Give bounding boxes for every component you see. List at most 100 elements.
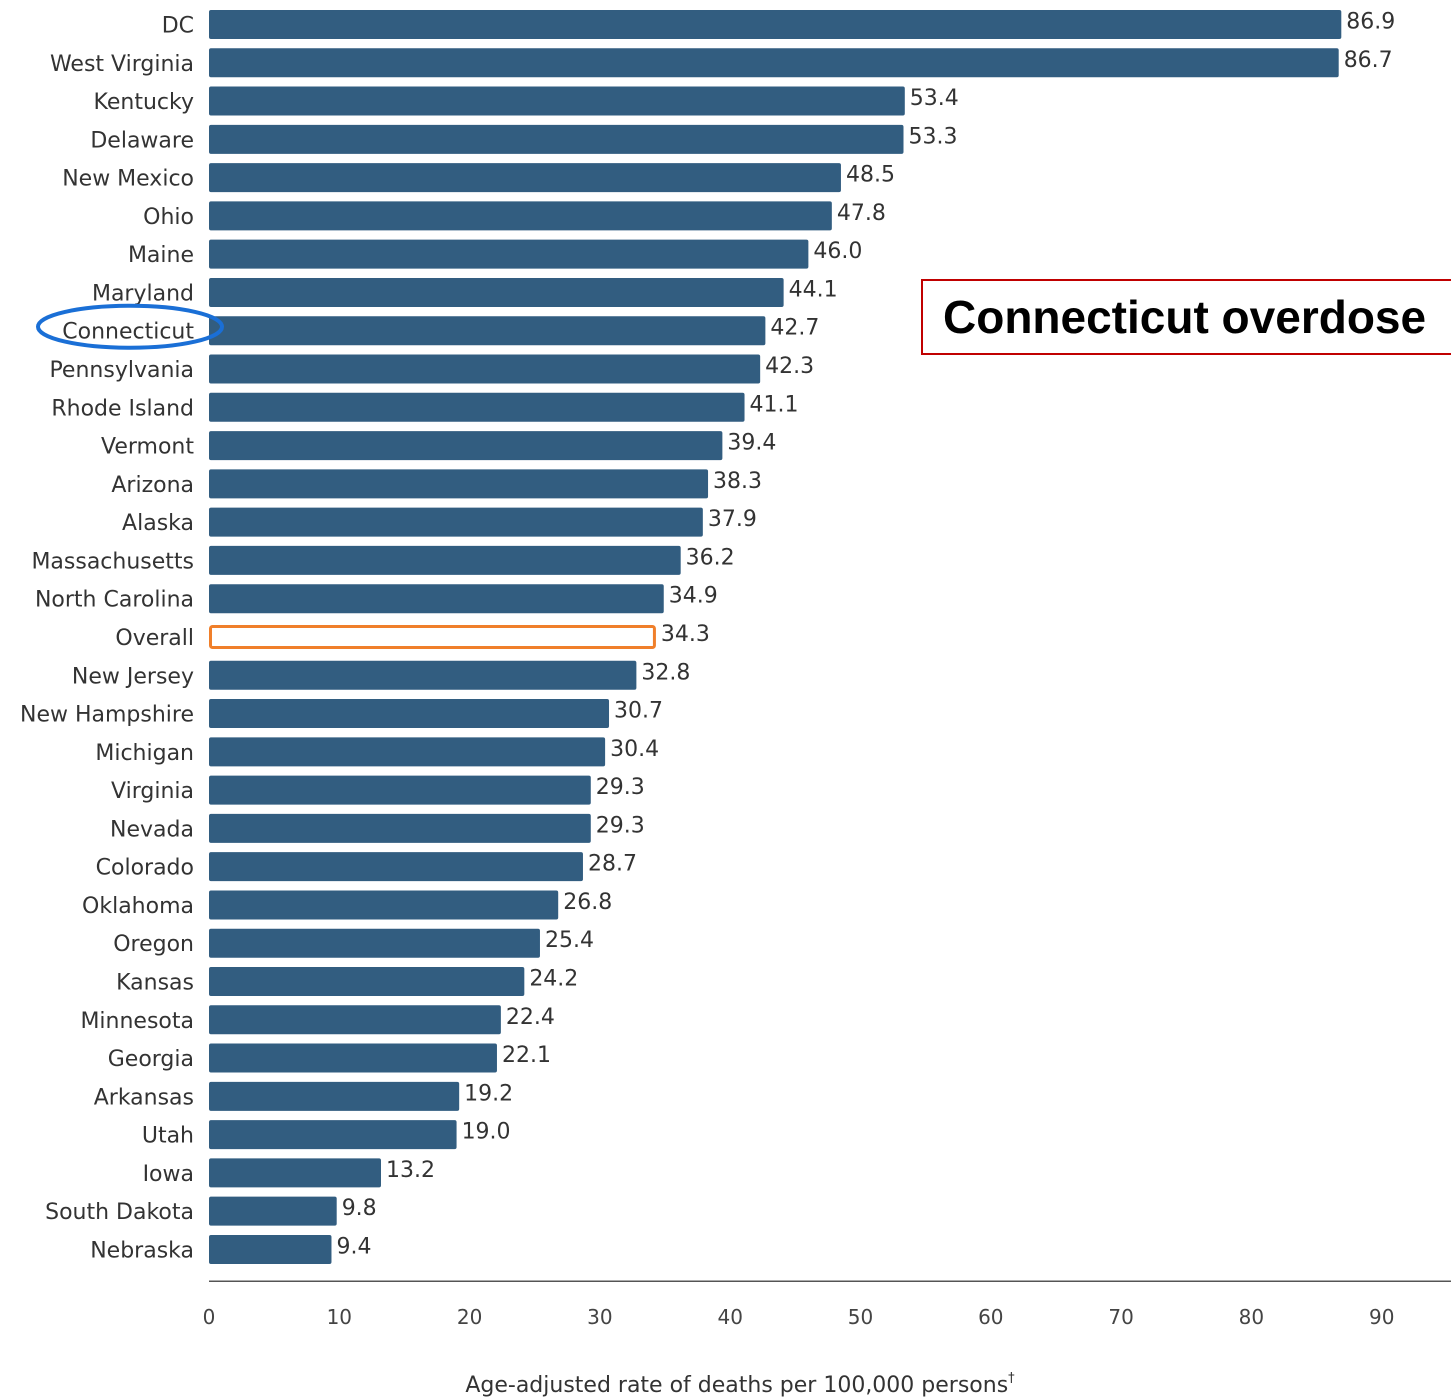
value-label: 86.7 (1344, 48, 1393, 73)
bar-delaware (209, 124, 904, 154)
value-label: 9.8 (342, 1196, 377, 1221)
category-label: West Virginia (50, 52, 194, 77)
value-labels: 86.9 86.7 53.4 53.3 48.5 47.8 46.0 44.1 42.7 42.3… (336, 10, 1395, 1260)
category-label: Utah (142, 1124, 194, 1149)
value-label: 22.4 (506, 1005, 555, 1030)
category-label: Maine (128, 243, 194, 268)
bar-minnesota (209, 1005, 501, 1035)
bar-iowa (209, 1158, 381, 1188)
category-label: New Hampshire (20, 703, 194, 728)
category-label: Colorado (96, 856, 194, 881)
value-label: 44.1 (789, 277, 838, 302)
category-label: Kansas (116, 971, 194, 996)
bar-utah (209, 1120, 457, 1150)
bar-pennsylvania (209, 354, 761, 384)
category-label: Virginia (111, 779, 194, 804)
bar-alaska (209, 507, 703, 537)
value-label: 30.7 (614, 699, 663, 724)
x-axis-title: Age-adjusted rate of deaths per 100,000 … (465, 1371, 1015, 1398)
value-label: 22.1 (502, 1043, 551, 1068)
value-label: 29.3 (596, 813, 645, 838)
value-label: 25.4 (545, 928, 594, 953)
bar-nevada (209, 813, 591, 843)
value-label: 38.3 (713, 469, 762, 494)
x-tick-label: 0 (203, 1305, 216, 1329)
category-label: DC (162, 14, 194, 39)
value-label: 34.9 (669, 584, 718, 609)
annotation-text: Connecticut overdose (943, 291, 1427, 343)
bar-new-hampshire (209, 699, 610, 729)
value-label: 41.1 (750, 392, 799, 417)
x-tick-label: 90 (1369, 1305, 1394, 1329)
bar-georgia (209, 1043, 497, 1073)
category-label: Minnesota (80, 1009, 194, 1034)
category-label: Nevada (110, 817, 194, 842)
category-label: North Carolina (35, 588, 194, 613)
x-tick-label: 60 (978, 1305, 1003, 1329)
category-label: Delaware (90, 128, 194, 153)
category-label: Georgia (108, 1047, 194, 1072)
x-tick-label: 50 (848, 1305, 873, 1329)
bar-kansas (209, 967, 525, 996)
bar-massachusetts (209, 545, 681, 575)
bar-colorado (209, 852, 583, 882)
value-label: 86.9 (1346, 10, 1395, 35)
bar-vermont (209, 431, 723, 461)
bar-oregon (209, 928, 540, 958)
value-label: 19.2 (464, 1081, 513, 1106)
bar-nebraska (209, 1234, 332, 1264)
category-label: Kentucky (94, 90, 194, 115)
category-label: Maryland (92, 281, 194, 306)
value-label: 47.8 (837, 201, 886, 226)
category-labels: DC West Virginia Kentucky Delaware New Mexic… (20, 14, 194, 1264)
bar-maryland (209, 277, 784, 307)
highlight-circle (36, 303, 224, 350)
category-label: Rhode Island (51, 396, 194, 421)
category-label: Oregon (113, 932, 194, 957)
value-label: 34.3 (661, 622, 710, 647)
bar-ohio (209, 201, 832, 231)
bar-arizona (209, 469, 709, 499)
bar-oklahoma (209, 890, 559, 920)
bar-kentucky (209, 86, 905, 116)
value-label: 28.7 (588, 852, 637, 877)
x-tick-label: 20 (457, 1305, 482, 1329)
category-label: Pennsylvania (49, 358, 194, 383)
bar-north-carolina (209, 584, 664, 614)
value-label: 42.7 (770, 316, 819, 341)
bar-south-dakota (209, 1196, 337, 1226)
value-label: 36.2 (686, 545, 735, 570)
bar-new-mexico (209, 163, 841, 193)
bar-connecticut (209, 316, 766, 346)
value-label: 30.4 (610, 737, 659, 762)
category-label: South Dakota (45, 1200, 194, 1225)
value-label: 29.3 (596, 775, 645, 800)
x-axis-ticks: 0 10 20 30 40 50 60 70 80 90 (203, 1305, 1395, 1329)
bars-group (209, 10, 1342, 1264)
value-label: 53.3 (908, 124, 957, 149)
value-label: 37.9 (708, 507, 757, 532)
category-label: Michigan (95, 741, 194, 766)
bar-west-virginia (209, 48, 1339, 78)
x-tick-label: 70 (1108, 1305, 1133, 1329)
value-label: 39.4 (727, 431, 776, 456)
value-label: 13.2 (386, 1158, 435, 1183)
bar-overall (209, 624, 656, 649)
category-label: New Mexico (62, 167, 194, 192)
value-label: 46.0 (813, 239, 862, 264)
category-label: Connecticut (62, 320, 194, 345)
value-label: 19.0 (462, 1120, 511, 1145)
category-label: Ohio (143, 205, 194, 230)
value-label: 9.4 (336, 1234, 371, 1259)
category-label: Vermont (101, 435, 194, 460)
bar-maine (209, 239, 809, 269)
value-label: 24.2 (529, 967, 578, 992)
x-tick-label: 30 (587, 1305, 612, 1329)
category-label: New Jersey (72, 664, 194, 689)
value-label: 26.8 (563, 890, 612, 915)
category-label: Arizona (111, 473, 194, 498)
bar-virginia (209, 775, 591, 805)
value-label: 32.8 (641, 660, 690, 685)
bar-rhode-island (209, 392, 745, 422)
